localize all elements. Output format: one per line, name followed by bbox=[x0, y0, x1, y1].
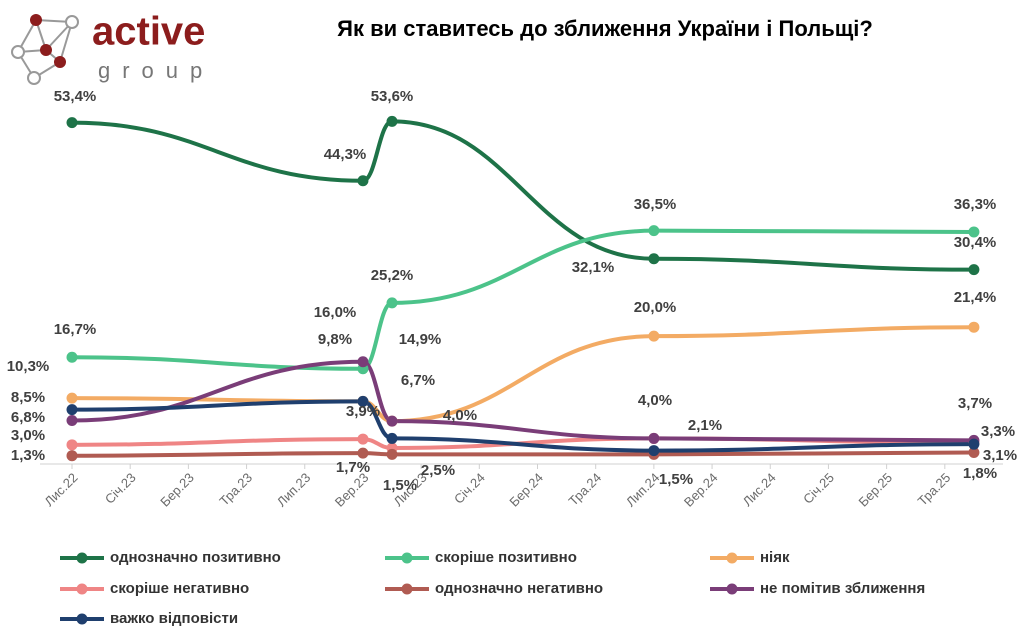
data-label: 3,7% bbox=[958, 395, 992, 412]
legend-marker bbox=[726, 552, 738, 564]
data-label: 2,1% bbox=[688, 417, 722, 434]
x-tick-label: Лис.24 bbox=[740, 470, 779, 509]
data-label: 25,2% bbox=[371, 267, 414, 284]
legend-marker bbox=[401, 552, 413, 564]
data-point bbox=[357, 433, 369, 445]
data-point bbox=[968, 321, 980, 333]
data-point bbox=[386, 448, 398, 460]
lines bbox=[70, 119, 976, 458]
data-label: 1,5% bbox=[659, 471, 693, 488]
data-label: 3,9% bbox=[346, 403, 380, 420]
series-line bbox=[70, 325, 976, 424]
data-point bbox=[66, 415, 78, 427]
legend-label: важко відповісти bbox=[110, 610, 238, 627]
logo-sub: group bbox=[98, 58, 214, 83]
data-point bbox=[66, 439, 78, 451]
data-point bbox=[386, 415, 398, 427]
data-point bbox=[66, 117, 78, 129]
data-label: 10,3% bbox=[7, 358, 50, 375]
series-line bbox=[70, 228, 976, 371]
legend-marker bbox=[726, 583, 738, 595]
data-point bbox=[66, 404, 78, 416]
data-point bbox=[66, 450, 78, 462]
series-line bbox=[70, 399, 976, 453]
data-label: 6,7% bbox=[401, 372, 435, 389]
x-tick-label: Лис.22 bbox=[41, 470, 80, 509]
data-label: 8,5% bbox=[11, 389, 45, 406]
data-label: 2,5% bbox=[421, 462, 455, 479]
data-label: 1,8% bbox=[963, 465, 997, 482]
series-line bbox=[70, 450, 976, 458]
legend-marker bbox=[76, 583, 88, 595]
logo-icon bbox=[11, 14, 79, 85]
data-label: 32,1% bbox=[572, 259, 615, 276]
x-tick-label: Січ.23 bbox=[102, 470, 139, 507]
data-point bbox=[968, 264, 980, 276]
data-point bbox=[648, 225, 660, 237]
markers bbox=[66, 115, 980, 462]
data-label: 44,3% bbox=[324, 146, 367, 163]
data-label: 16,7% bbox=[54, 321, 97, 338]
data-label: 1,5% bbox=[383, 477, 417, 494]
x-tick-label: Тра.25 bbox=[915, 470, 954, 509]
data-point bbox=[357, 395, 369, 407]
data-label: 30,4% bbox=[954, 234, 997, 251]
data-point bbox=[968, 446, 980, 458]
legend-label: скоріше негативно bbox=[110, 580, 249, 597]
data-label: 9,8% bbox=[318, 331, 352, 348]
x-tick-label: Бер.24 bbox=[506, 470, 546, 510]
data-label: 36,3% bbox=[954, 196, 997, 213]
x-tick-label: Січ.24 bbox=[451, 470, 488, 507]
data-label: 53,4% bbox=[54, 88, 97, 105]
legend-label: скоріше позитивно bbox=[435, 549, 577, 566]
legend-label: однозначно негативно bbox=[435, 580, 603, 597]
data-point bbox=[968, 438, 980, 450]
legend-marker bbox=[401, 583, 413, 595]
x-tick-label: Тра.24 bbox=[566, 470, 605, 509]
legend-label: ніяк bbox=[760, 549, 790, 566]
data-label: 3,3% bbox=[981, 423, 1015, 440]
x-tick-label: Бер.23 bbox=[157, 470, 197, 510]
legend-marker bbox=[76, 552, 88, 564]
data-label: 53,6% bbox=[371, 88, 414, 105]
data-label: 14,9% bbox=[399, 331, 442, 348]
data-point bbox=[386, 115, 398, 127]
chart-title: Як ви ставитесь до зближення України і П… bbox=[337, 16, 873, 41]
data-label: 21,4% bbox=[954, 289, 997, 306]
series-line bbox=[70, 119, 976, 272]
data-point bbox=[648, 253, 660, 265]
data-point bbox=[357, 356, 369, 368]
data-point bbox=[66, 351, 78, 363]
legend-label: не помітив зближення bbox=[760, 580, 925, 597]
data-point bbox=[386, 297, 398, 309]
data-point bbox=[648, 445, 660, 457]
data-point bbox=[648, 330, 660, 342]
legend-marker bbox=[76, 613, 88, 625]
series-line bbox=[70, 359, 976, 443]
data-label: 3,1% bbox=[983, 447, 1017, 464]
data-point bbox=[66, 392, 78, 404]
data-point bbox=[357, 175, 369, 187]
data-label: 4,0% bbox=[443, 407, 477, 424]
data-label: 1,3% bbox=[11, 447, 45, 464]
x-tick-label: Тра.23 bbox=[216, 470, 255, 509]
data-label: 6,8% bbox=[11, 409, 45, 426]
data-point bbox=[386, 432, 398, 444]
data-label: 3,0% bbox=[11, 427, 45, 444]
logo-name: active bbox=[92, 10, 205, 54]
data-label: 20,0% bbox=[634, 299, 677, 316]
x-tick-label: Січ.25 bbox=[800, 470, 837, 507]
data-point bbox=[357, 447, 369, 459]
legend-label: однозначно позитивно bbox=[110, 549, 281, 566]
x-tick-label: Бер.25 bbox=[856, 470, 896, 510]
data-label: 36,5% bbox=[634, 196, 677, 213]
data-label: 16,0% bbox=[314, 304, 357, 321]
data-point bbox=[968, 226, 980, 238]
data-label: 4,0% bbox=[638, 392, 672, 409]
x-tick-label: Лип.23 bbox=[274, 470, 314, 510]
x-tick-label: Лип.24 bbox=[623, 470, 663, 510]
data-label: 1,7% bbox=[336, 459, 370, 476]
data-point bbox=[648, 432, 660, 444]
